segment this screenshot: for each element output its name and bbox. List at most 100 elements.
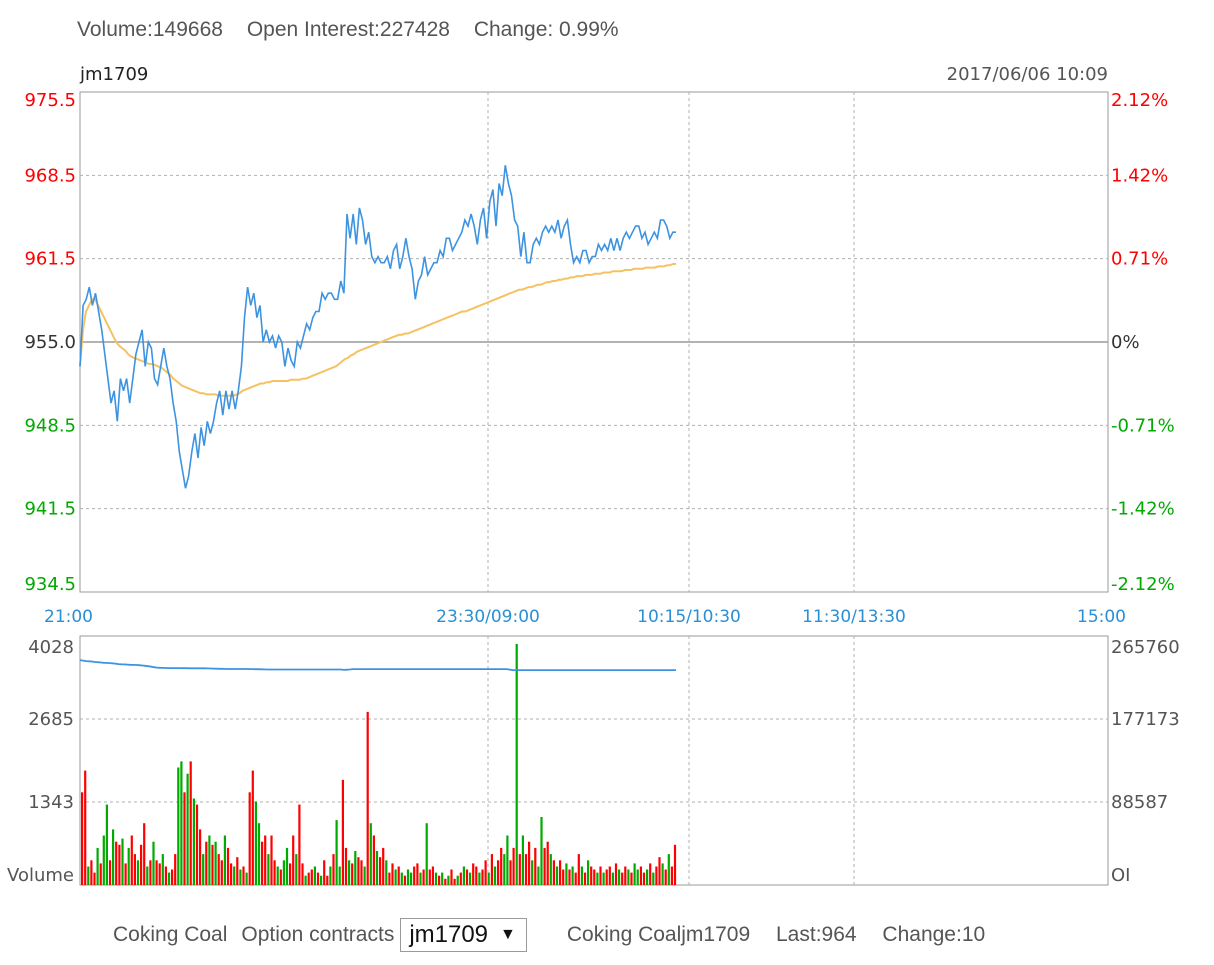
volume-bar [239, 869, 242, 885]
percent-tick-label: -1.42% [1111, 499, 1175, 520]
volume-bar [348, 860, 351, 885]
volume-bar [133, 854, 136, 885]
volume-bar [596, 872, 599, 885]
volume-bar [574, 872, 577, 885]
volume-bar [614, 863, 618, 885]
volume-bar [307, 872, 310, 885]
volume-bar [630, 872, 633, 885]
volume-bar [301, 863, 304, 885]
volume-bar [385, 860, 388, 885]
volume-bars [81, 643, 677, 885]
volume-bar [608, 866, 611, 885]
open-interest-summary: Open Interest:227428 [246, 18, 450, 41]
volume-bar [276, 866, 279, 885]
volume-bar [540, 817, 543, 885]
volume-bar [534, 847, 537, 885]
volume-bar [167, 872, 171, 885]
volume-bar [636, 869, 639, 885]
open-interest-line [79, 659, 676, 671]
volume-bar [115, 841, 118, 885]
volume-bar [649, 863, 652, 885]
volume-bar [267, 854, 270, 885]
volume-bar [469, 872, 472, 885]
volume-bar [475, 866, 478, 885]
volume-bar [394, 869, 397, 885]
price-tick-label: 975.5 [24, 90, 76, 111]
volume-bar [195, 804, 199, 885]
volume-bar [580, 866, 583, 885]
volume-bar [559, 860, 562, 885]
contract-dropdown[interactable]: jm1709 ▼ [400, 918, 527, 952]
volume-bar [177, 767, 180, 885]
time-tick-label: 11:30/13:30 [802, 607, 906, 627]
volume-bar [503, 854, 506, 885]
volume-bar [248, 792, 251, 885]
volume-bar [391, 863, 394, 885]
volume-bar [90, 860, 93, 885]
volume-summary: Volume:149668 [77, 18, 223, 41]
price-grid [80, 92, 1108, 592]
volume-bar [211, 844, 214, 885]
volume-bar [428, 869, 431, 885]
volume-bar [202, 854, 205, 885]
volume-bar [99, 863, 102, 885]
price-tick-label: 968.5 [24, 165, 76, 186]
chart-datetime: 2017/06/06 10:09 [947, 64, 1108, 85]
volume-bar [441, 872, 444, 885]
volume-bar [413, 866, 416, 885]
volume-bar [155, 860, 158, 885]
volume-bar [372, 835, 375, 885]
volume-bar [310, 869, 313, 885]
volume-bar [500, 847, 503, 885]
volume-bar [639, 866, 642, 885]
volume-bar [518, 854, 521, 885]
volume-bar [497, 860, 500, 885]
time-tick-label: 23:30/09:00 [436, 607, 540, 627]
volume-bar [369, 823, 372, 885]
volume-bar [304, 875, 307, 885]
volume-bar [341, 779, 344, 885]
oi-tick-label: OI [1111, 865, 1130, 886]
volume-bar [621, 872, 624, 885]
time-tick-label: 15:00 [1077, 607, 1126, 627]
oi-axis-right: 265760 177173 88587 OI [1111, 637, 1180, 886]
volume-bar [149, 860, 152, 885]
percent-tick-label: -0.71% [1111, 415, 1175, 436]
volume-bar [140, 844, 143, 885]
price-tick-label: 934.5 [24, 574, 76, 595]
volume-bar [214, 841, 217, 885]
volume-bar [379, 857, 382, 885]
volume-bar [410, 872, 413, 885]
volume-bar [670, 866, 673, 885]
volume-bar [521, 835, 524, 885]
volume-bar [515, 643, 518, 885]
volume-bar [528, 841, 531, 885]
volume-bar [646, 869, 649, 885]
volume-bar [555, 866, 559, 885]
volume-bar [279, 869, 282, 885]
volume-bar [484, 860, 487, 885]
volume-bar [118, 844, 121, 885]
summary-bar: Volume:149668 Open Interest:227428 Chang… [77, 18, 637, 42]
volume-bar [112, 829, 115, 885]
volume-bar [273, 860, 276, 885]
volume-bar [438, 875, 441, 885]
volume-bar [344, 847, 348, 885]
volume-bar [577, 854, 580, 885]
volume-bar [199, 829, 202, 885]
volume-bar [161, 854, 164, 885]
volume-bar [251, 770, 254, 885]
volume-bar [655, 866, 658, 885]
volume-bar [388, 872, 391, 885]
volume-bar [422, 869, 425, 885]
volume-bar [524, 854, 528, 885]
volume-bar [602, 872, 605, 885]
volume-bar [419, 872, 422, 885]
volume-bar [354, 851, 357, 885]
volume-bar [593, 869, 596, 885]
quote-last: Last:964 [776, 923, 857, 946]
volume-bar [208, 835, 211, 885]
volume-bar [549, 854, 552, 885]
volume-bar [360, 860, 363, 885]
oi-tick-label: 177173 [1111, 709, 1180, 730]
